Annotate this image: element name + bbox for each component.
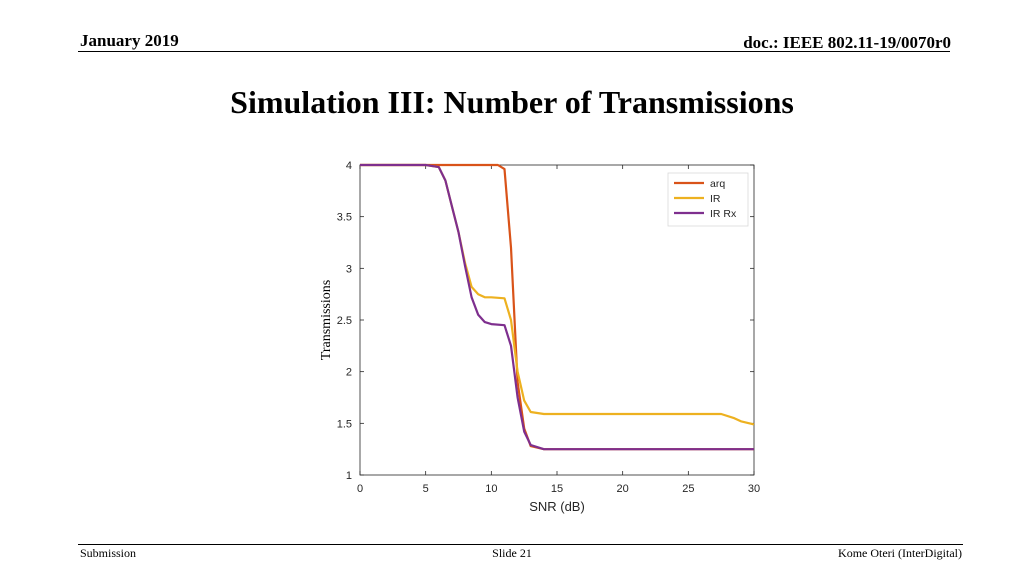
header-date: January 2019 — [80, 31, 179, 50]
y-tick-label: 2 — [346, 367, 352, 379]
plot-area: 0 5 10 15 20 25 30 1 1.5 2 2.5 3 3.5 4 SNR (dB) Transmi… — [319, 160, 760, 514]
x-tick-label: 30 — [748, 483, 760, 495]
x-tick-label: 20 — [617, 483, 629, 495]
x-tick-label: 5 — [423, 483, 429, 495]
footer-rule — [78, 544, 963, 545]
legend-box — [667, 172, 749, 227]
y-tick-label: 3.5 — [337, 212, 352, 224]
y-tick-label: 4 — [346, 160, 352, 172]
y-tick-label: 1.5 — [337, 418, 352, 430]
legend-label: arq — [710, 178, 725, 190]
y-tick-label: 1 — [346, 470, 352, 482]
x-tick-label: 0 — [357, 483, 363, 495]
footer-slide-number: Slide 21 — [492, 546, 532, 560]
header-doc-id: doc.: IEEE 802.11-19/0070r0 — [743, 33, 951, 52]
series-line-ir-rx — [360, 163, 754, 451]
footer-author: Kome Oteri (InterDigital) — [838, 546, 962, 560]
x-tick-label: 10 — [485, 483, 497, 495]
legend-label: IR — [710, 193, 721, 205]
transmissions-chart: 0 5 10 15 20 25 30 1 1.5 2 2.5 3 3.5 4 SNR (dB) Transmi… — [319, 160, 760, 514]
y-tick-label: 3 — [346, 263, 352, 275]
y-axis-label: Transmissions — [319, 280, 334, 360]
footer-submission: Submission — [80, 546, 137, 560]
x-axis-label: SNR (dB) — [529, 499, 585, 514]
legend-label: IR Rx — [710, 208, 737, 220]
header-rule — [78, 51, 950, 52]
x-tick-label: 25 — [682, 483, 694, 495]
y-tick-label: 2.5 — [337, 315, 352, 327]
x-tick-label: 15 — [551, 483, 563, 495]
slide-title: Simulation III: Number of Transmissions — [230, 84, 794, 120]
